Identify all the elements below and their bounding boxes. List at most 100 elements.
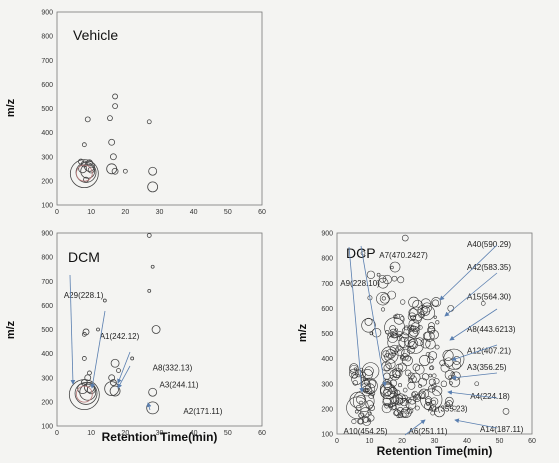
data-point bbox=[351, 371, 358, 379]
x-tick-label: 40 bbox=[463, 438, 471, 445]
annotation-label: A12(407.21) bbox=[467, 347, 511, 356]
y-axis-label: m/z bbox=[5, 320, 17, 339]
y-tick-label: 900 bbox=[41, 231, 53, 238]
data-point bbox=[87, 166, 95, 174]
data-point bbox=[364, 317, 373, 326]
data-point bbox=[389, 325, 396, 332]
annotation-label: A4(224.18) bbox=[470, 392, 510, 401]
annotation-label: A8(443.6213) bbox=[467, 325, 516, 334]
data-point bbox=[410, 325, 416, 332]
data-point bbox=[106, 163, 118, 175]
data-point bbox=[417, 390, 427, 400]
data-point bbox=[351, 418, 357, 424]
data-point bbox=[404, 369, 412, 377]
data-point bbox=[146, 401, 160, 415]
y-tick-label: 700 bbox=[41, 279, 53, 286]
data-point bbox=[409, 375, 417, 384]
data-point bbox=[87, 370, 92, 376]
data-point bbox=[425, 352, 431, 357]
data-point bbox=[402, 355, 413, 367]
data-point bbox=[146, 119, 152, 125]
data-point bbox=[420, 306, 431, 316]
y-tick-label: 600 bbox=[41, 82, 53, 89]
data-point bbox=[391, 275, 398, 282]
data-point bbox=[411, 390, 418, 397]
data-point bbox=[108, 374, 116, 382]
data-point bbox=[346, 396, 369, 420]
annotation-label: A1(355.23) bbox=[428, 404, 468, 413]
data-point bbox=[408, 296, 420, 308]
annotation-label: A15(564.30) bbox=[467, 293, 511, 302]
data-point bbox=[444, 370, 455, 380]
data-point bbox=[148, 387, 158, 397]
data-point bbox=[431, 297, 442, 308]
data-point bbox=[409, 306, 424, 322]
data-point bbox=[380, 307, 386, 312]
data-point bbox=[433, 378, 440, 385]
data-point bbox=[399, 316, 405, 321]
data-point bbox=[419, 354, 431, 366]
data-point bbox=[452, 361, 461, 370]
data-point bbox=[387, 387, 398, 398]
annotation-label: A9(228.10) bbox=[340, 279, 380, 288]
data-point bbox=[412, 299, 423, 311]
data-point bbox=[385, 378, 389, 383]
data-point bbox=[80, 379, 88, 386]
data-point bbox=[415, 337, 424, 346]
data-point bbox=[84, 160, 95, 172]
y-tick-label: 200 bbox=[41, 178, 53, 185]
data-point bbox=[147, 181, 159, 193]
data-point bbox=[430, 397, 439, 406]
data-point bbox=[388, 403, 393, 408]
data-point bbox=[420, 298, 431, 309]
data-point bbox=[393, 313, 405, 325]
plot-frame bbox=[56, 232, 263, 427]
data-point bbox=[81, 331, 87, 337]
y-tick-label: 200 bbox=[321, 406, 333, 413]
data-point bbox=[423, 331, 435, 342]
data-point bbox=[381, 296, 386, 301]
y-tick-label: 800 bbox=[41, 34, 53, 41]
annotation-label: A14(187.11) bbox=[480, 425, 524, 434]
data-point bbox=[410, 372, 421, 383]
annotation-label: A1(242.12) bbox=[100, 332, 140, 341]
data-point bbox=[112, 103, 118, 109]
data-point bbox=[383, 387, 393, 396]
data-point bbox=[389, 375, 394, 379]
y-tick-label: 700 bbox=[41, 58, 53, 65]
annotation-label: A8(332.13) bbox=[153, 364, 193, 373]
x-tick-label: 0 bbox=[55, 209, 59, 216]
data-point bbox=[362, 415, 369, 423]
y-tick-label: 900 bbox=[321, 231, 333, 238]
data-point bbox=[390, 265, 394, 270]
data-point bbox=[430, 410, 435, 416]
data-point bbox=[407, 312, 417, 321]
data-point bbox=[130, 356, 135, 361]
data-point bbox=[84, 116, 91, 123]
data-point bbox=[349, 363, 359, 373]
data-point bbox=[434, 344, 440, 350]
x-tick-label: 0 bbox=[55, 430, 59, 437]
x-tick-label: 50 bbox=[224, 430, 232, 437]
panel-dcm: 100 200 300 400 500 600 700 800 900 0 10 20 30 40 50 60… bbox=[5, 231, 266, 445]
data-point bbox=[428, 373, 433, 378]
y-tick-label: 200 bbox=[41, 399, 53, 406]
data-point bbox=[354, 409, 359, 414]
data-point bbox=[402, 326, 411, 336]
data-point bbox=[435, 320, 440, 325]
data-point bbox=[433, 315, 437, 319]
annotation-arrow bbox=[444, 272, 498, 317]
data-point bbox=[425, 339, 436, 350]
data-point bbox=[445, 400, 453, 408]
annotation-arrow bbox=[117, 351, 131, 384]
data-point bbox=[397, 276, 405, 284]
data-point bbox=[108, 138, 116, 146]
data-point bbox=[405, 399, 417, 410]
data-point bbox=[409, 341, 417, 349]
data-point bbox=[398, 383, 403, 388]
data-point bbox=[413, 394, 421, 402]
data-point bbox=[384, 353, 392, 361]
data-point bbox=[431, 399, 437, 405]
data-point bbox=[443, 348, 465, 370]
